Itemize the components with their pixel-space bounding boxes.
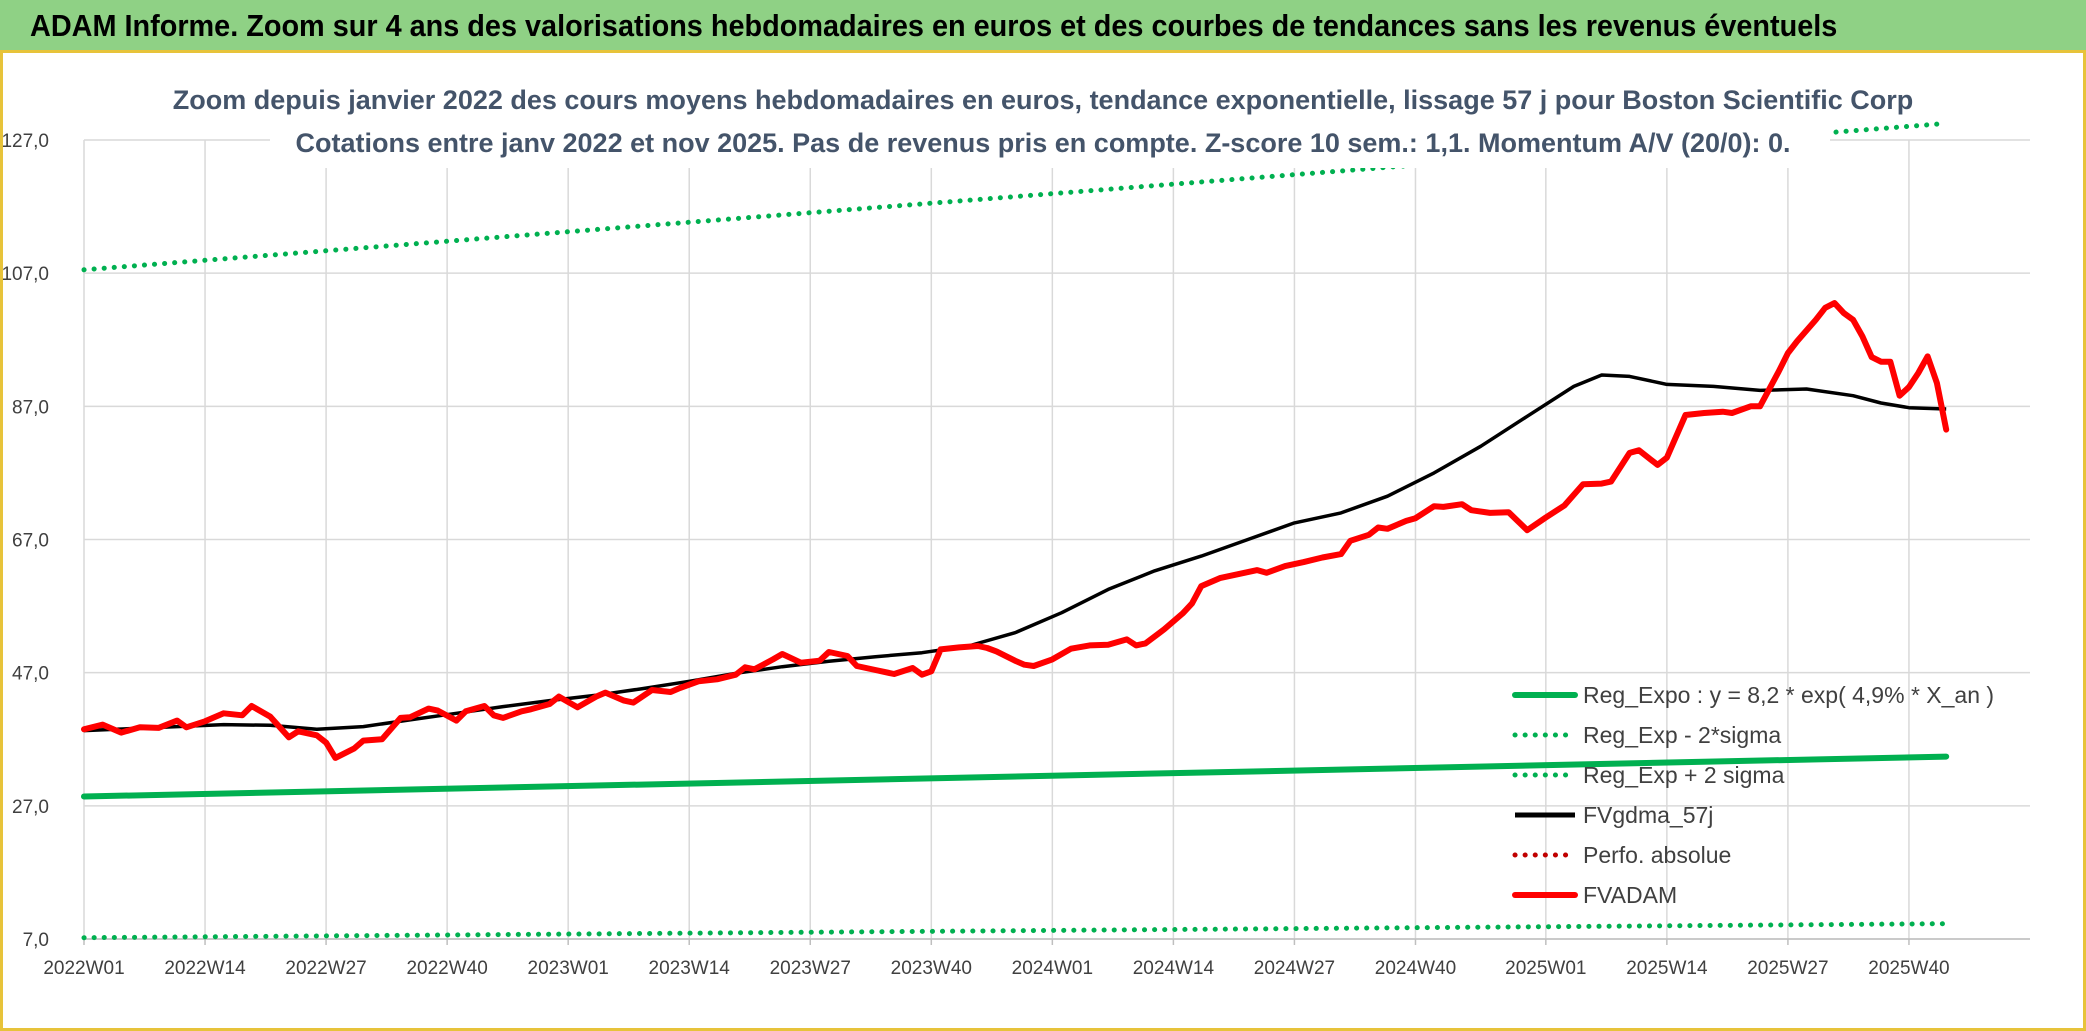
x-tick-label: 2023W27 [770,958,851,979]
chart-title-line: Zoom depuis janvier 2022 des cours moyen… [173,85,1914,115]
y-tick-label: 127,0 [1,131,49,152]
series-line-reg-expo-y-8-2-exp-4-9-x-an [81,753,1950,800]
y-tick-label: 7,0 [23,930,49,951]
legend-entry: Reg_Expo : y = 8,2 * exp( 4,9% * X_an ) [1583,682,1994,708]
report-banner: ADAM Informe. Zoom sur 4 ans des valoris… [0,0,2086,53]
x-tick-label: 2023W40 [891,958,972,979]
y-tick-label: 107,0 [1,264,49,285]
x-tick-label: 2022W40 [406,958,487,979]
x-tick-label: 2022W27 [285,958,366,979]
x-tick-label: 2022W01 [43,958,124,979]
chart-title-line: Cotations entre janv 2022 et nov 2025. P… [295,128,1790,158]
legend-entry: Reg_Exp - 2*sigma [1583,722,1781,748]
y-tick-label: 27,0 [12,797,49,818]
y-tick-label: 87,0 [12,397,49,418]
x-tick-label: 2023W14 [649,958,731,979]
x-tick-label: 2025W27 [1747,958,1828,979]
x-tick-label: 2024W40 [1375,958,1456,979]
y-tick-label: 67,0 [12,531,49,552]
y-tick-label: 47,0 [12,664,49,685]
chart-border [0,53,2086,1031]
series-line-reg-exp-2-sigma [81,921,1949,941]
x-tick-label: 2024W27 [1254,958,1335,979]
legend-entry: FVgdma_57j [1583,802,1713,828]
x-tick-label: 2025W01 [1505,958,1586,979]
legend-entry: Reg_Exp + 2 sigma [1583,762,1785,788]
x-tick-label: 2022W14 [164,958,246,979]
x-tick-label: 2024W14 [1133,958,1215,979]
legend-entry: FVADAM [1583,882,1677,908]
x-tick-label: 2025W40 [1868,958,1949,979]
x-tick-label: 2025W14 [1626,958,1708,979]
x-tick-label: 2023W01 [528,958,609,979]
series-line-fvadam [81,300,1950,761]
banner-title: ADAM Informe. Zoom sur 4 ans des valoris… [30,8,1838,43]
title-backdrop [270,78,1830,168]
x-tick-label: 2024W01 [1012,958,1093,979]
legend-entry: Perfo. absolue [1583,842,1731,868]
